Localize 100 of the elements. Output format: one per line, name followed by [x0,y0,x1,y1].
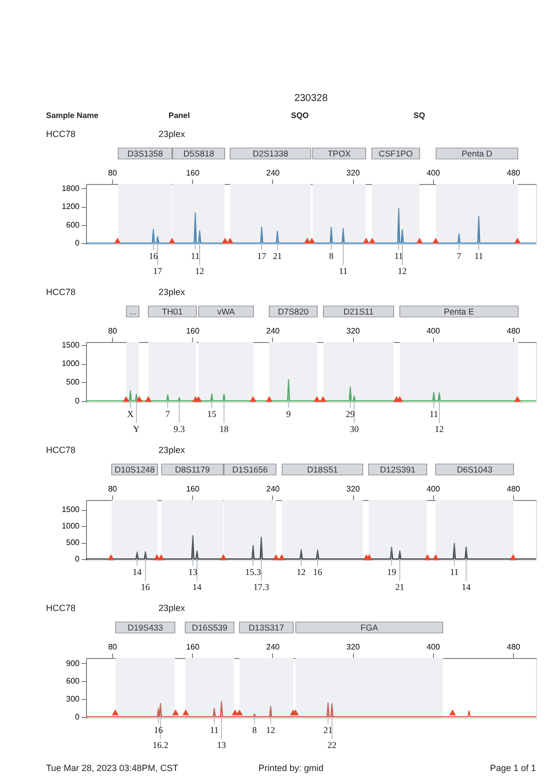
y-tick-label: 600 [66,220,80,230]
band-label: D13S317 [248,622,284,632]
line-series [86,701,536,718]
y-tick-label: 0 [75,554,80,564]
x-tick-label: 400 [426,642,440,652]
x-tick-label: 80 [108,168,118,178]
text: SQ [414,111,426,120]
x-tick-label: 240 [266,642,280,652]
annotation: 17 [257,251,267,261]
x-tick-label: 160 [186,484,200,494]
text: Page 1 of 1 [490,763,536,773]
annotation: 11 [474,251,484,261]
x-tick-label: 400 [426,484,440,494]
annotation: 9 [286,409,292,419]
annotation: 16 [313,567,323,577]
line-series [86,379,536,402]
y-tick-label: 0 [75,238,80,248]
chart-subtitle: 23plex [158,445,186,455]
band-label: D1S1656 [232,464,268,474]
annotation: 18 [220,424,230,434]
chart-title: HCC78 [46,129,76,139]
annotation: 14 [462,582,472,592]
annotation: 30 [350,424,360,434]
x-tick-label: 240 [266,326,280,336]
x-tick-label: 480 [506,326,521,336]
annotation: 7 [456,251,462,261]
y-tick-label: 0 [75,712,80,722]
x-tick-label: 320 [346,484,360,494]
annotation: Y [133,424,140,434]
band-label: Penta D [462,148,492,158]
annotation: 8 [252,725,258,735]
x-tick-label: 400 [426,168,440,178]
y-tick-label: 900 [66,658,80,668]
annotation: 11 [190,251,200,261]
x-tick-label: 160 [186,168,200,178]
annotation: 12 [434,424,444,434]
text: 230328 [294,93,328,104]
annotation: 17 [153,266,163,276]
band-label: D3S1358 [127,148,164,158]
annotation: 29 [346,409,356,419]
band-label: D6S1043 [456,464,493,474]
band-label: D16S539 [192,622,228,632]
band-label: Penta E [444,306,474,316]
x-tick-label: 240 [266,168,280,178]
annotation: 15 [207,409,217,419]
annotation: 12 [296,567,306,577]
x-tick-label: 400 [426,326,440,336]
band-label: ... [129,306,136,316]
annotation: 7 [165,409,170,419]
text: SQO [291,111,309,120]
y-tick-label: 0 [75,396,80,406]
x-tick-label: 80 [108,484,118,494]
annotation: 13 [217,740,226,750]
x-tick-label: 480 [506,484,521,494]
annotation: 11 [394,251,404,261]
annotation: 11 [210,725,219,735]
band-label: TH01 [162,306,183,316]
chart-subtitle: 23plex [158,603,186,613]
x-tick-label: 480 [506,642,521,652]
annotation: 22 [327,740,336,750]
line-series [86,208,536,244]
band-label: vWA [217,306,236,316]
x-tick-label: 240 [266,484,280,494]
annotation: 13 [188,567,198,577]
band-label: D2S1338 [252,148,288,158]
annotation: 9.3 [174,424,186,434]
x-tick-label: 320 [346,168,360,178]
y-tick-label: 1500 [62,505,80,514]
annotation: 12 [195,266,204,276]
annotation: 16 [148,251,158,261]
y-tick-label: 300 [66,694,80,704]
text: Tue Mar 28, 2023 03:48PM, CST [46,763,179,773]
annotation: 12 [266,725,276,735]
x-tick-label: 80 [108,642,118,652]
band-label: D19S433 [128,622,164,632]
band-label: D8S1179 [175,464,210,474]
y-tick-label: 600 [66,676,80,686]
band-label: D21S11 [344,306,374,316]
band-label: D12S391 [380,464,416,474]
y-tick-label: 1000 [62,522,80,531]
y-tick-label: 1200 [62,202,80,212]
annotation: 11 [338,266,348,276]
y-tick-label: 1500 [62,340,80,350]
y-tick-label: 1800 [62,184,80,193]
x-tick-label: 80 [108,326,118,336]
annotation: 16 [140,582,150,592]
y-tick-label: 1000 [62,359,80,368]
annotation: 16.2 [152,740,168,750]
text: Panel [168,111,190,120]
annotation: 12 [398,266,407,276]
band-label: D5S818 [183,148,214,158]
annotation: 14 [132,567,142,577]
y-tick-label: 500 [66,538,80,548]
x-tick-label: 160 [186,642,200,652]
band-label: CSF1PO [378,148,414,158]
x-tick-label: 320 [346,642,360,652]
band-label: D7S820 [278,306,309,316]
chart-title: HCC78 [46,445,76,455]
chart-title: HCC78 [46,287,76,297]
annotation: 19 [387,567,397,577]
